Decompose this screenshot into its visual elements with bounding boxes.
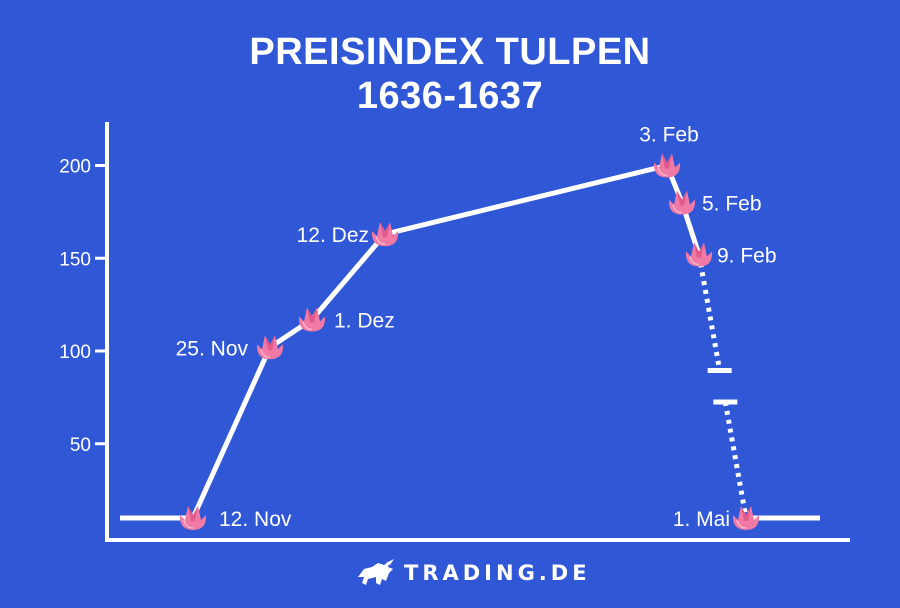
tulip-center-petal (662, 153, 672, 169)
tulip-highlight (672, 204, 683, 214)
line-segment-1 (190, 344, 273, 521)
point-label: 3. Feb (639, 124, 699, 147)
chart-title-line1: PREISINDEX TULPEN (249, 31, 651, 73)
point-label: 12. Dez (297, 224, 369, 247)
tulip-marker-icon (179, 505, 207, 530)
tulip-highlight (736, 519, 747, 529)
tulip-highlight (183, 519, 194, 529)
dashed-segment-upper (696, 254, 723, 371)
bull-icon (358, 559, 394, 585)
dashed-segment-lower (722, 401, 749, 519)
tulip-marker-icon (668, 190, 696, 215)
tulip-center-petal (741, 505, 751, 521)
tulip-highlight (260, 349, 271, 359)
brand-logo: TRADING.DE (356, 553, 591, 593)
point-label: 9. Feb (717, 245, 777, 268)
line-segment-4 (382, 163, 670, 237)
tulip-marker-icon (653, 153, 681, 178)
tulip-center-petal (380, 222, 390, 238)
tulip-center-petal (307, 307, 317, 323)
point-label: 25. Nov (176, 337, 249, 360)
chart-title: PREISINDEX TULPEN 1636-1637 (0, 30, 900, 118)
y-tick-label-100: 100 (59, 342, 91, 363)
tulip-center-petal (677, 190, 687, 206)
tulip-highlight (302, 321, 313, 331)
tulip-marker-icon (256, 335, 284, 360)
brand-name: TRADING.DE (404, 561, 591, 585)
tulip-highlight (657, 167, 668, 177)
point-label: 5. Feb (702, 193, 762, 216)
tulip-marker-icon (685, 242, 713, 267)
tulip-marker-icon (732, 505, 760, 530)
point-label: 12. Nov (219, 508, 292, 531)
tulip-center-petal (694, 242, 704, 258)
line-segment-3 (309, 231, 388, 322)
tulip-marker-icon (298, 307, 326, 332)
tulip-marker-icon (371, 222, 399, 247)
chart-title-line2: 1636-1637 (356, 75, 544, 117)
point-label: 1. Mai (673, 508, 730, 531)
y-tick-label-50: 50 (70, 435, 91, 456)
point-label: 1. Dez (334, 309, 395, 332)
tulip-center-petal (188, 505, 198, 521)
tulip-highlight (689, 256, 700, 266)
tulip-highlight (375, 235, 386, 245)
tulip-center-petal (265, 335, 275, 351)
y-tick-label-200: 200 (59, 157, 91, 178)
y-tick-label-150: 150 (59, 249, 91, 270)
